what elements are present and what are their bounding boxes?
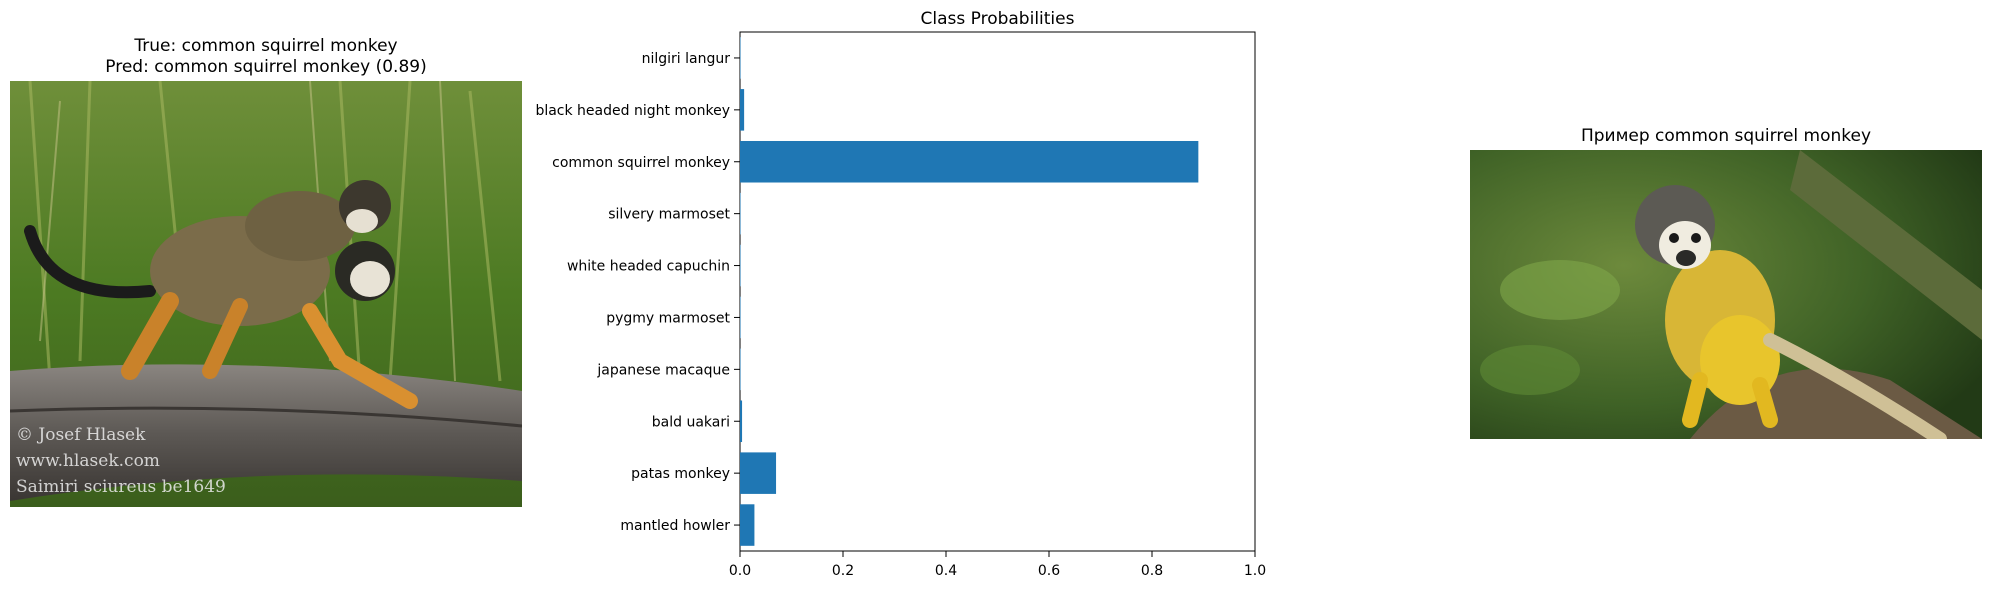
chart-title: Class Probabilities bbox=[921, 9, 1075, 29]
left-panel-title: True: common squirrel monkey Pred: commo… bbox=[10, 36, 522, 78]
y-tick-label: japanese macaque bbox=[596, 362, 730, 378]
watermark-line-1: © Josef Hlasek bbox=[16, 425, 146, 445]
bar-bald-uakari bbox=[740, 400, 743, 443]
watermark-line-2: www.hlasek.com bbox=[16, 451, 160, 471]
y-tick-label: patas monkey bbox=[631, 466, 730, 482]
bar-common-squirrel-monkey bbox=[740, 140, 1199, 183]
x-tick-label: 0.4 bbox=[935, 563, 957, 579]
example-image bbox=[1470, 150, 1982, 439]
bar-white-headed-capuchin bbox=[740, 244, 741, 287]
true-label: True: common squirrel monkey bbox=[134, 36, 398, 56]
x-tick-label: 0.6 bbox=[1038, 563, 1060, 579]
bar-patas-monkey bbox=[740, 452, 777, 494]
y-tick-label: mantled howler bbox=[620, 518, 730, 534]
plot-frame bbox=[739, 31, 1256, 552]
bar-nilgiri-langur bbox=[740, 37, 741, 79]
pred-label: Pred: common squirrel monkey (0.89) bbox=[105, 57, 427, 77]
y-tick-label: nilgiri langur bbox=[642, 51, 731, 67]
bar-japanese-macaque bbox=[740, 348, 741, 391]
x-tick-label: 0.8 bbox=[1141, 563, 1163, 579]
bar-black-headed-night-monkey bbox=[740, 89, 745, 131]
watermark-line-3: Saimiri sciureus be1649 bbox=[16, 477, 226, 497]
input-image: © Josef Hlasek www.hlasek.com Saimiri sc… bbox=[10, 81, 522, 507]
y-tick-label: black headed night monkey bbox=[535, 103, 730, 119]
x-tick-label: 1.0 bbox=[1244, 563, 1266, 579]
bar-mantled-howler bbox=[740, 504, 755, 546]
x-tick-label: 0.0 bbox=[729, 563, 751, 579]
y-tick-label: common squirrel monkey bbox=[552, 155, 730, 171]
y-tick-label: bald uakari bbox=[652, 414, 730, 430]
y-tick-label: pygmy marmoset bbox=[606, 310, 730, 326]
right-panel-title: Пример common squirrel monkey bbox=[1580, 126, 1872, 146]
y-tick-label: white headed capuchin bbox=[567, 259, 730, 275]
y-tick-label: silvery marmoset bbox=[608, 207, 730, 223]
bar-pygmy-marmoset bbox=[740, 296, 741, 339]
x-tick-label: 0.2 bbox=[832, 563, 854, 579]
bar-silvery-marmoset bbox=[740, 192, 741, 235]
